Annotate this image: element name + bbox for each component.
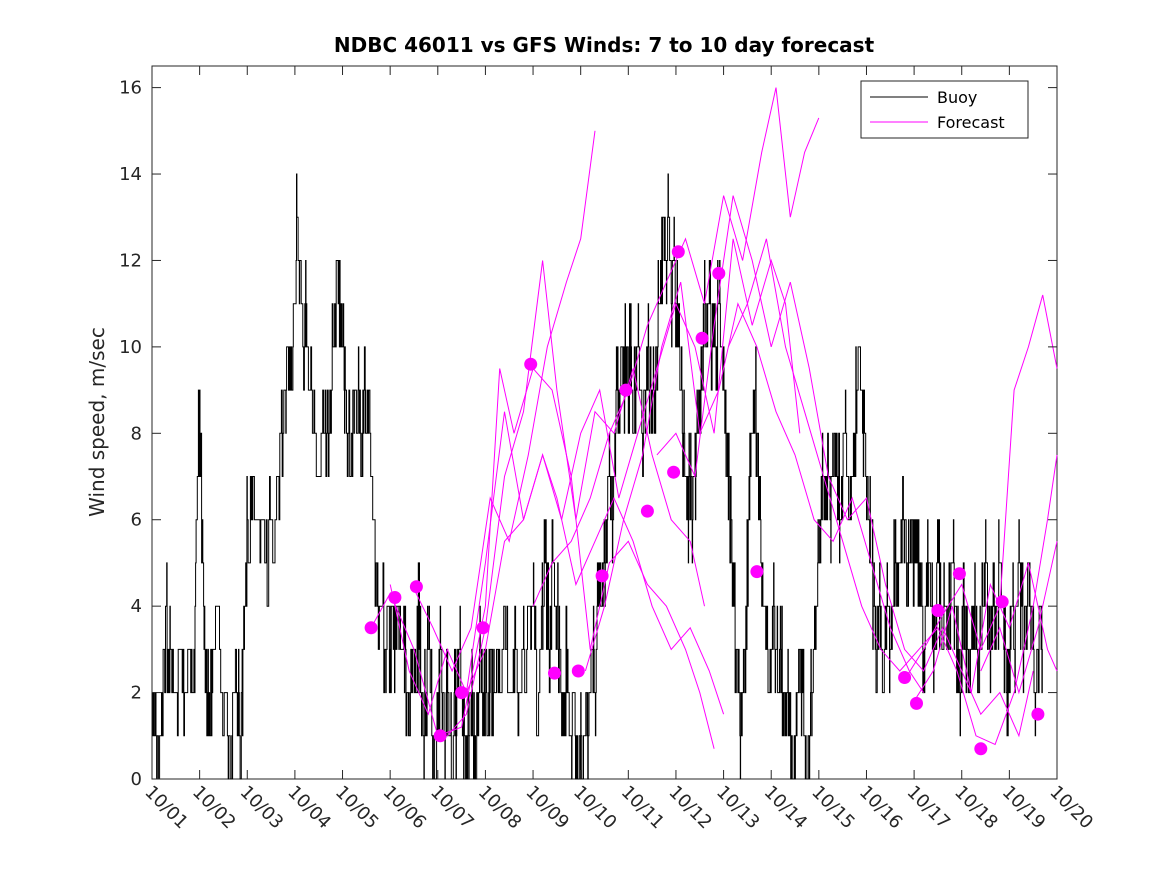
forecast-point-23 xyxy=(995,595,1009,609)
forecast-line-6 xyxy=(532,87,820,607)
forecast-point-9 xyxy=(571,664,585,678)
forecast-point-18 xyxy=(898,671,912,684)
y-tick-label: 6 xyxy=(131,510,142,531)
forecast-line-11 xyxy=(913,562,1058,702)
y-tick-label: 4 xyxy=(131,596,142,617)
y-axis-label: Wind speed, m/sec xyxy=(85,327,109,517)
legend-box xyxy=(860,80,1029,139)
forecast-point-11 xyxy=(619,383,633,397)
y-tick-label: 2 xyxy=(131,683,142,704)
forecast-point-20 xyxy=(931,604,945,617)
y-tick-label: 10 xyxy=(119,337,142,358)
forecast-point-19 xyxy=(910,696,923,710)
y-tick-label: 12 xyxy=(119,250,142,271)
forecast-point-13 xyxy=(667,465,681,479)
forecast-point-2 xyxy=(388,591,402,604)
forecast-line-7 xyxy=(584,281,925,693)
y-tick-label: 0 xyxy=(131,769,142,790)
y-tick-label: 14 xyxy=(119,164,142,185)
forecast-points-group xyxy=(364,245,1045,756)
forecast-point-22 xyxy=(974,742,988,756)
forecast-series-group xyxy=(370,87,1058,749)
y-tick-label: 16 xyxy=(119,78,142,99)
buoy-line xyxy=(152,173,1043,780)
forecast-point-24 xyxy=(1031,707,1045,721)
forecast-line-5 xyxy=(465,238,801,693)
forecast-point-21 xyxy=(952,567,966,581)
forecast-line-9 xyxy=(727,238,1058,746)
forecast-line-10 xyxy=(904,294,1058,680)
legend-forecast-label: Forecast xyxy=(937,113,1005,132)
legend-buoy-label: Buoy xyxy=(937,88,977,107)
forecast-point-4 xyxy=(433,729,447,743)
forecast-point-8 xyxy=(548,666,561,680)
forecast-line-8 xyxy=(656,195,1034,738)
forecast-point-3 xyxy=(409,580,423,594)
forecast-point-5 xyxy=(455,686,469,700)
forecast-line-12 xyxy=(980,541,1058,695)
forecast-line-4 xyxy=(446,260,705,737)
chart-title: NDBC 46011 vs GFS Winds: 7 to 10 day for… xyxy=(334,33,875,57)
forecast-point-16 xyxy=(712,266,726,280)
forecast-point-6 xyxy=(476,621,490,635)
forecast-point-10 xyxy=(595,569,609,583)
forecast-point-17 xyxy=(750,565,764,579)
forecast-point-7 xyxy=(524,357,538,371)
forecast-point-1 xyxy=(364,621,378,635)
forecast-point-12 xyxy=(640,504,654,518)
forecast-point-15 xyxy=(695,331,709,345)
legend: Buoy Forecast xyxy=(860,80,1029,139)
forecast-line-2 xyxy=(389,411,725,716)
y-tick-label: 8 xyxy=(131,423,142,444)
forecast-line-3 xyxy=(413,130,596,673)
forecast-point-14 xyxy=(671,245,685,259)
buoy-series xyxy=(152,173,1043,780)
axis-ticks xyxy=(151,66,1058,780)
